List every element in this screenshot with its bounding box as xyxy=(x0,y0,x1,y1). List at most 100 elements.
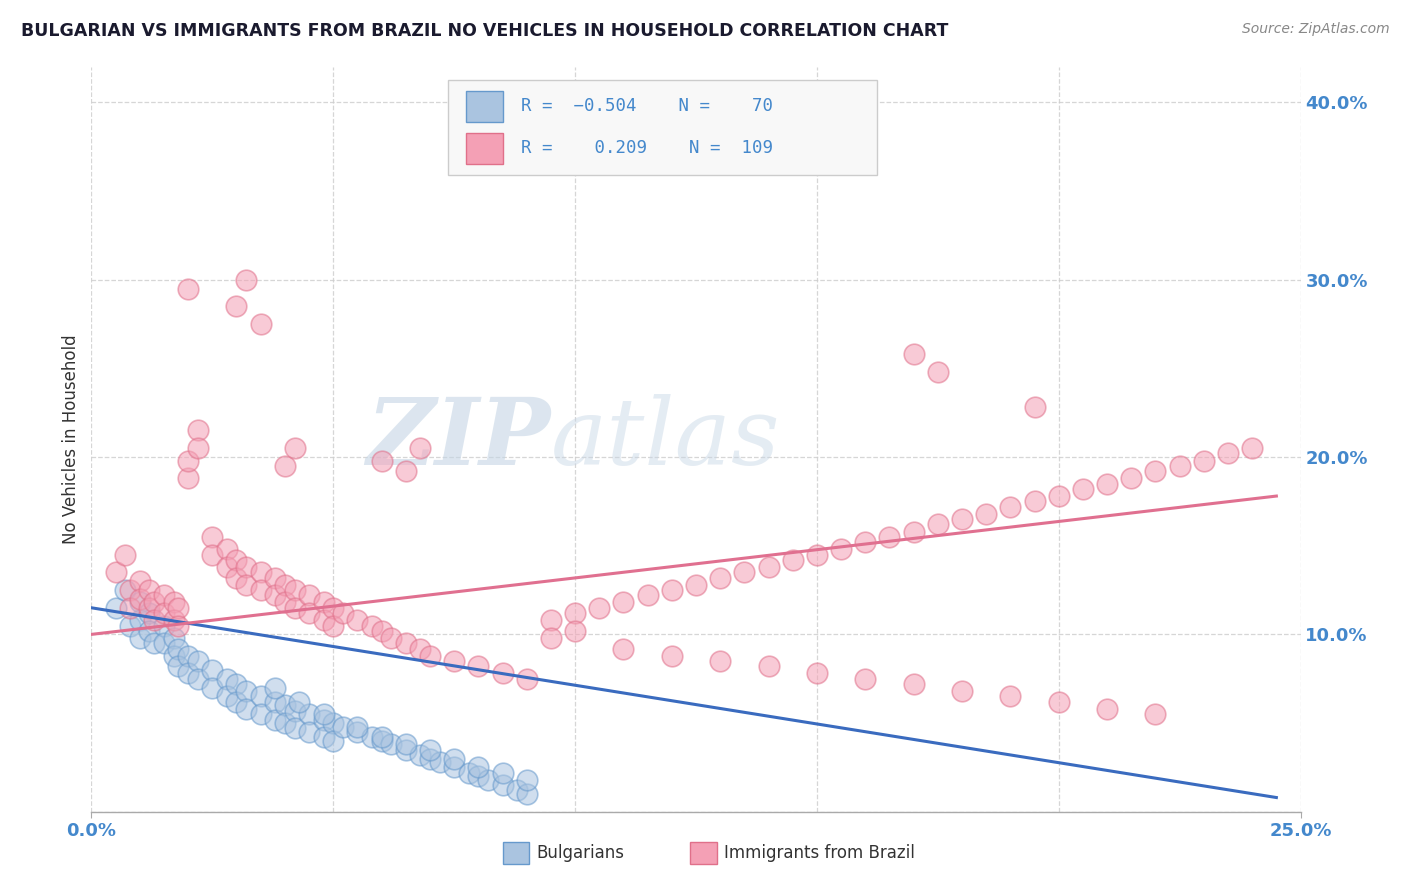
Point xyxy=(516,672,538,686)
Point xyxy=(274,595,297,609)
Point xyxy=(1000,690,1022,704)
Point xyxy=(215,542,238,557)
Point xyxy=(467,659,489,673)
Point xyxy=(274,698,297,713)
Point xyxy=(950,512,973,526)
Point xyxy=(114,548,136,562)
Point xyxy=(283,600,305,615)
Point xyxy=(1024,494,1046,508)
Point xyxy=(370,624,392,638)
Point xyxy=(128,595,150,609)
Point xyxy=(395,464,418,478)
Point xyxy=(153,606,176,620)
Point xyxy=(516,772,538,787)
Point xyxy=(380,631,402,645)
Point xyxy=(264,713,287,727)
Point xyxy=(419,742,441,756)
Point xyxy=(927,517,949,532)
Point xyxy=(612,641,634,656)
Point xyxy=(274,716,297,731)
Point xyxy=(162,648,184,663)
Point xyxy=(361,618,384,632)
Point xyxy=(128,631,150,645)
Point xyxy=(1168,458,1191,473)
Point xyxy=(322,618,344,632)
Point xyxy=(153,618,176,632)
Text: Source: ZipAtlas.com: Source: ZipAtlas.com xyxy=(1241,22,1389,37)
Point xyxy=(477,772,499,787)
Point xyxy=(153,636,176,650)
Point xyxy=(409,441,432,455)
Point xyxy=(974,507,997,521)
Point xyxy=(443,760,465,774)
Point xyxy=(143,613,166,627)
Point xyxy=(120,618,142,632)
FancyBboxPatch shape xyxy=(467,91,502,122)
Point xyxy=(409,641,432,656)
Point xyxy=(201,663,224,677)
Point xyxy=(685,578,707,592)
Point xyxy=(235,578,257,592)
Point xyxy=(443,751,465,765)
Point xyxy=(370,730,392,744)
Point xyxy=(225,695,247,709)
Point xyxy=(225,553,247,567)
Point xyxy=(283,704,305,718)
Point xyxy=(346,613,368,627)
Point xyxy=(419,751,441,765)
Y-axis label: No Vehicles in Household: No Vehicles in Household xyxy=(62,334,80,544)
Point xyxy=(491,778,513,792)
Point xyxy=(370,733,392,747)
Point xyxy=(806,548,828,562)
Point xyxy=(187,424,209,438)
Point xyxy=(429,755,451,769)
Point xyxy=(879,530,901,544)
Point xyxy=(249,317,271,331)
Point xyxy=(120,600,142,615)
Point xyxy=(467,769,489,783)
Point xyxy=(187,441,209,455)
Point xyxy=(187,654,209,668)
Text: ZIP: ZIP xyxy=(367,394,551,484)
Point xyxy=(588,600,610,615)
Point xyxy=(143,595,166,609)
Point xyxy=(177,453,200,467)
Point xyxy=(395,742,418,756)
Point xyxy=(853,672,876,686)
Point xyxy=(853,535,876,549)
Point xyxy=(162,613,184,627)
Point xyxy=(612,595,634,609)
Point xyxy=(516,787,538,801)
Point xyxy=(312,613,335,627)
FancyBboxPatch shape xyxy=(502,841,529,863)
Point xyxy=(443,654,465,668)
Point xyxy=(758,560,780,574)
Point xyxy=(491,666,513,681)
Point xyxy=(235,560,257,574)
Point xyxy=(346,725,368,739)
Point xyxy=(215,560,238,574)
Point xyxy=(177,282,200,296)
Point xyxy=(167,641,190,656)
Point xyxy=(138,606,160,620)
Point xyxy=(950,684,973,698)
Point xyxy=(201,681,224,695)
Point xyxy=(138,624,160,638)
Point xyxy=(249,707,271,722)
Point xyxy=(162,631,184,645)
Point xyxy=(177,648,200,663)
Point xyxy=(201,530,224,544)
Point xyxy=(225,677,247,691)
Point xyxy=(322,733,344,747)
Point xyxy=(274,578,297,592)
Point xyxy=(312,713,335,727)
Point xyxy=(177,666,200,681)
Point xyxy=(312,595,335,609)
Point xyxy=(322,716,344,731)
Point xyxy=(249,582,271,597)
Point xyxy=(298,588,321,602)
Point xyxy=(1144,464,1167,478)
Point xyxy=(1071,482,1094,496)
Point xyxy=(661,582,683,597)
Point xyxy=(128,574,150,589)
